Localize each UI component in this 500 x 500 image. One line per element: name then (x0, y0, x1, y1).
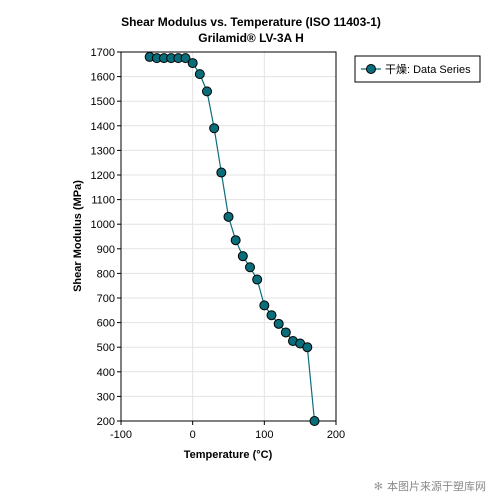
y-tick-label: 1000 (91, 219, 115, 231)
y-tick-label: 300 (97, 391, 115, 403)
data-point[interactable] (223, 211, 234, 222)
y-tick-label: 700 (97, 293, 115, 305)
y-tick-label: 800 (97, 268, 115, 280)
legend[interactable]: 干燥: Data Series (354, 55, 481, 83)
asterisk-icon: ✻ (373, 480, 383, 493)
data-point[interactable] (252, 274, 263, 285)
x-tick-label: 0 (190, 429, 196, 441)
y-tick-label: 1700 (91, 47, 115, 59)
data-point[interactable] (187, 58, 198, 69)
y-tick-label: 400 (97, 367, 115, 379)
x-tick-label: 100 (255, 429, 273, 441)
y-axis-label: Shear Modulus (MPa) (72, 180, 84, 292)
watermark: ✻ 本图片来源于塑库网 (0, 478, 486, 494)
data-point[interactable] (302, 342, 313, 353)
y-tick-label: 900 (97, 244, 115, 256)
y-tick-label: 1300 (91, 145, 115, 157)
data-point[interactable] (273, 318, 284, 329)
data-point[interactable] (202, 86, 212, 97)
data-point[interactable] (237, 251, 248, 262)
y-tick-label: 1100 (91, 195, 115, 207)
data-point[interactable] (209, 123, 220, 134)
series-layer (144, 51, 320, 426)
legend-label: 干燥: Data Series (385, 63, 471, 76)
y-tick-label: 1600 (91, 72, 115, 84)
data-point[interactable] (280, 327, 291, 338)
grid (120, 51, 337, 422)
y-tick-label: 600 (97, 318, 115, 330)
y-tick-label: 500 (97, 342, 115, 354)
data-point[interactable] (259, 300, 270, 311)
y-tick-label: 200 (97, 416, 115, 428)
x-axis-label: Temperature (°C) (184, 449, 273, 461)
axis-ticks: 2003004005006007008009001000110012001300… (91, 47, 346, 441)
data-point[interactable] (245, 262, 255, 273)
data-point[interactable] (194, 69, 205, 80)
x-tick-label: -100 (110, 429, 132, 441)
y-tick-label: 1500 (91, 96, 115, 108)
plot-area (120, 51, 337, 422)
chart-title: Shear Modulus vs. Temperature (ISO 11403… (121, 15, 381, 29)
watermark-text: 本图片来源于塑库网 (387, 480, 486, 493)
chart-subtitle: Grilamid® LV-3A H (198, 31, 304, 45)
data-point[interactable] (266, 310, 277, 321)
y-tick-label: 1400 (91, 121, 115, 133)
data-point[interactable] (230, 235, 241, 246)
data-point[interactable] (180, 53, 191, 64)
x-tick-label: 200 (327, 429, 345, 441)
legend-marker (366, 64, 376, 74)
y-tick-label: 1200 (91, 170, 115, 182)
data-point[interactable] (216, 167, 227, 178)
data-point[interactable] (309, 416, 320, 426)
